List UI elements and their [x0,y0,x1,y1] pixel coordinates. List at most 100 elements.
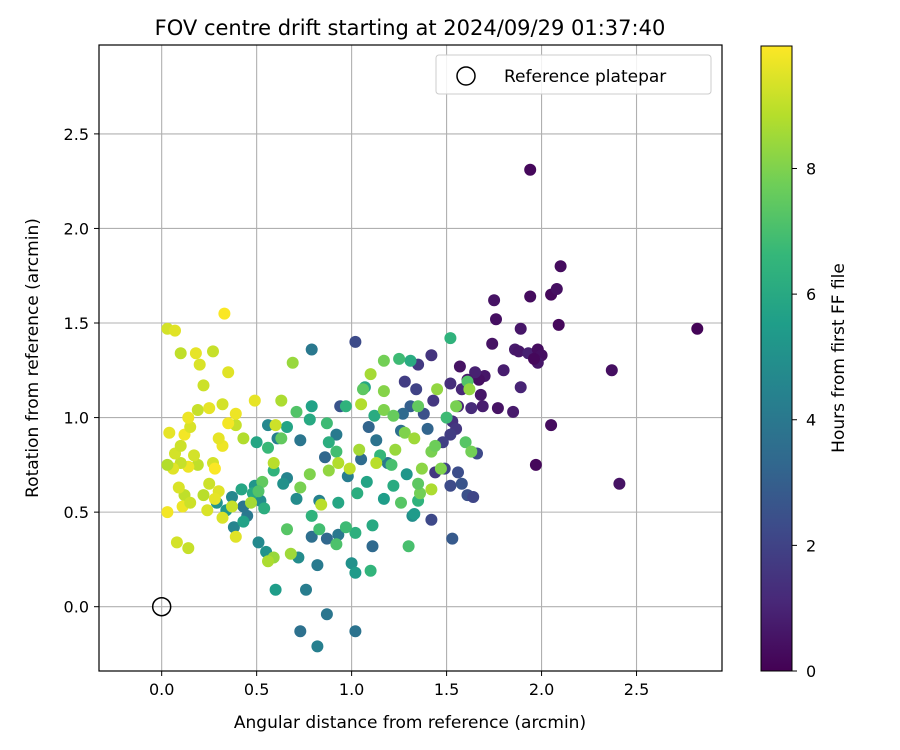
data-point [349,526,362,539]
data-point [414,487,426,500]
data-point [552,318,565,331]
data-point [161,506,174,519]
data-point [277,477,290,490]
data-point [216,511,229,524]
data-point [459,436,472,449]
data-point [446,532,459,545]
data-point [250,436,263,449]
data-point [191,458,204,471]
colorbar-label: Hours from first FF file [829,263,849,453]
data-point [275,394,288,407]
data-point [469,366,482,379]
data-point [357,383,369,396]
data-point [262,441,274,454]
data-point [332,496,345,509]
data-point [303,413,316,426]
data-point [163,426,176,439]
data-point [343,462,356,475]
data-point [229,407,242,420]
data-point [444,479,457,492]
data-point [305,530,318,543]
data-point [613,477,626,490]
data-point [351,487,364,500]
data-point [488,294,501,307]
data-point [476,400,489,413]
data-point [275,432,288,445]
data-point [322,436,335,449]
data-point [182,411,195,424]
x-tick-label: 1.5 [434,680,459,699]
data-point [691,322,704,335]
data-point [189,347,202,360]
data-point [368,409,381,422]
data-point [387,409,400,422]
data-point [545,419,558,432]
data-point [339,521,352,534]
data-point [550,283,563,295]
reference-point-marker [151,596,172,617]
data-point [184,421,197,433]
data-point [415,462,428,475]
y-axis-label: Rotation from reference (arcmin) [23,218,43,498]
y-tick-label: 1.0 [64,409,89,428]
data-point [305,343,318,356]
data-point [330,428,343,441]
data-point [364,368,377,381]
data-point [226,500,238,513]
data-point [465,445,478,458]
chart-title: FOV centre drift starting at 2024/09/29 … [155,16,666,40]
data-point [191,404,204,416]
y-axis-ticks: 0.0 0.5 1.0 1.5 2.0 2.5 [64,125,99,617]
data-point [528,352,540,365]
colorbar-ticks: 0 2 4 6 8 [792,159,816,681]
data-point [208,462,221,475]
data-point [193,358,206,371]
data-point [218,307,231,320]
data-point [269,419,282,432]
data-point [252,485,265,498]
data-point [554,260,567,273]
data-point [452,466,464,479]
y-tick-label: 0.0 [64,598,89,617]
y-tick-label: 2.5 [64,125,89,144]
data-point [161,458,174,471]
data-point [377,404,390,416]
data-point [305,400,318,413]
data-point [174,347,187,360]
data-point [208,492,221,505]
data-point [320,608,333,621]
data-point [267,457,280,469]
data-point [349,335,362,348]
x-tick-label: 1.0 [339,680,364,699]
data-point [197,489,210,502]
data-point [262,555,274,568]
data-point [402,540,415,553]
data-point [237,515,250,528]
data-point [387,479,400,492]
data-point [237,432,250,445]
data-point [425,349,438,362]
colorbar-tick-label: 4 [806,411,816,430]
data-point [425,513,438,526]
data-point [294,481,307,494]
data-point [256,475,269,488]
data-point [258,502,271,515]
data-point [227,521,240,534]
data-point [290,492,303,505]
data-point [444,332,457,345]
legend: Reference platepar [435,54,712,95]
data-point [444,377,457,390]
data-point [490,313,502,326]
x-tick-label: 0.0 [149,680,174,699]
data-point [222,417,235,430]
x-tick-label: 0.5 [244,680,269,699]
data-point [605,364,618,377]
data-point [524,163,537,176]
data-point [245,496,257,509]
data-point [169,324,181,337]
data-point [491,402,504,415]
data-point [507,405,520,418]
data-point [512,345,525,358]
data-point [410,383,423,396]
data-point [366,519,379,532]
